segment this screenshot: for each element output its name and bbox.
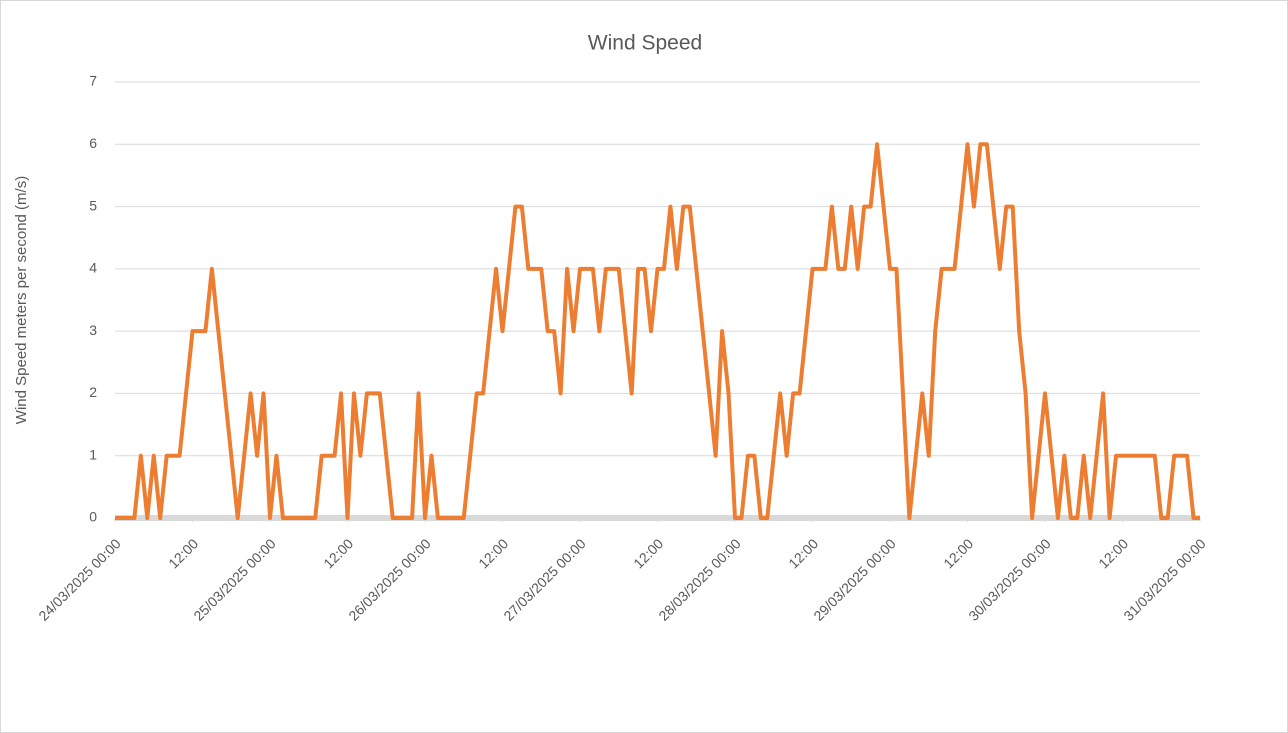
- data-line: [115, 142, 1200, 520]
- y-tick-label: 0: [89, 509, 97, 525]
- y-tick-label: 2: [89, 384, 97, 400]
- y-axis-label: Wind Speed meters per second (m/s): [13, 176, 30, 424]
- y-tick-label: 7: [89, 73, 97, 89]
- y-tick-label: 4: [89, 260, 97, 276]
- chart-title: Wind Speed: [588, 32, 702, 55]
- y-tick-label: 3: [89, 322, 97, 338]
- y-tick-label: 5: [89, 197, 97, 213]
- y-tick-label: 1: [89, 446, 97, 462]
- y-tick-label: 6: [89, 135, 97, 151]
